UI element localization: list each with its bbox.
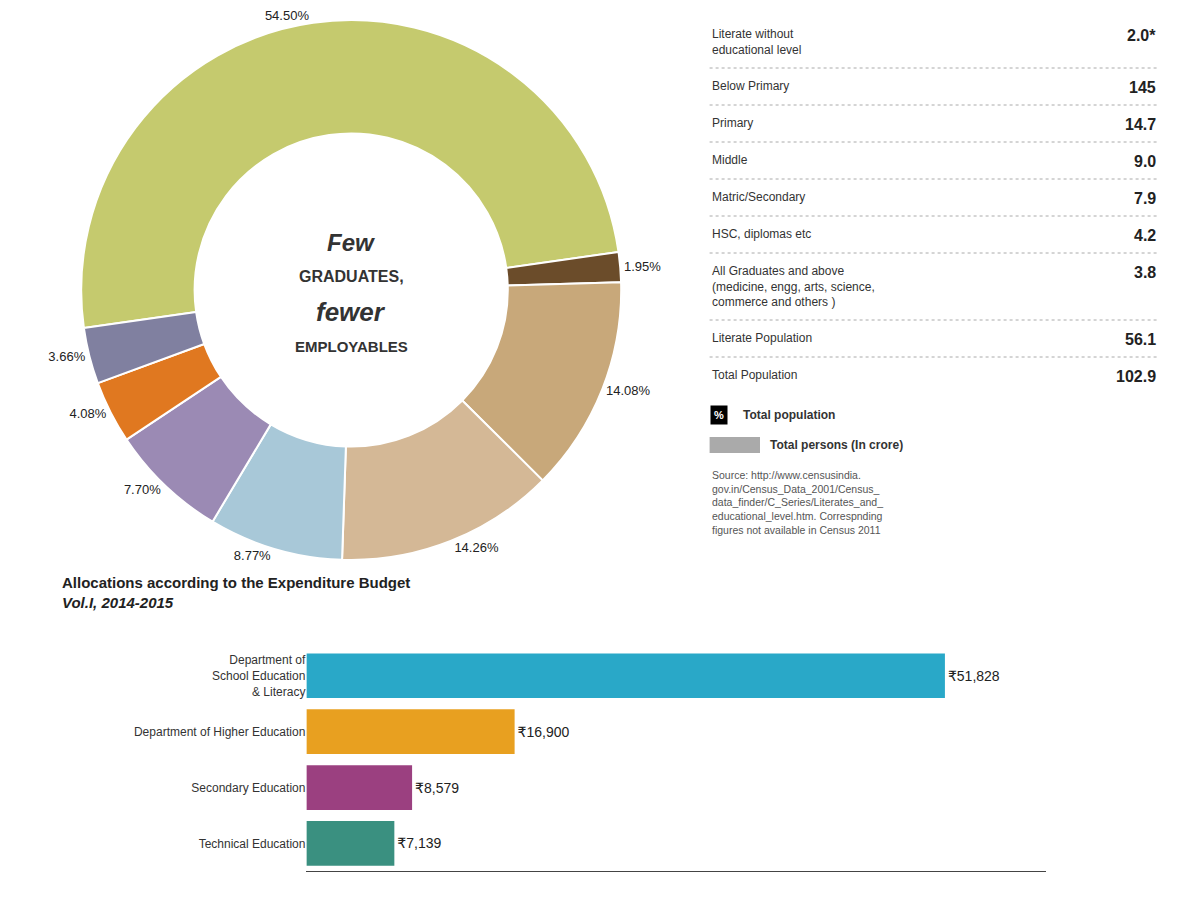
- svg-text:Allocations according to the E: Allocations according to the Expenditure…: [62, 574, 410, 611]
- svg-text:₹16,900: ₹16,900: [518, 724, 570, 740]
- svg-text:4.08%: 4.08%: [69, 406, 106, 421]
- svg-text:Total persons (In crore): Total persons (In crore): [770, 438, 903, 452]
- svg-text:Source: http://www.censusindia: Source: http://www.censusindia.gov.in/Ce…: [712, 469, 883, 536]
- svg-text:14.7: 14.7: [1125, 116, 1156, 133]
- svg-text:56.1: 56.1: [1125, 331, 1156, 348]
- svg-text:Total population: Total population: [743, 408, 835, 422]
- svg-text:14.08%: 14.08%: [606, 383, 651, 398]
- svg-text:Below Primary: Below Primary: [712, 79, 789, 93]
- svg-text:145: 145: [1129, 79, 1156, 96]
- svg-text:Literate Population: Literate Population: [712, 331, 812, 345]
- svg-text:Literate withouteducational le: Literate withouteducational level: [712, 27, 801, 57]
- svg-text:fewer: fewer: [316, 297, 386, 327]
- svg-text:4.2: 4.2: [1134, 227, 1156, 244]
- svg-text:1.95%: 1.95%: [624, 259, 661, 274]
- svg-text:54.50%: 54.50%: [265, 8, 310, 23]
- svg-text:7.70%: 7.70%: [124, 482, 161, 497]
- svg-text:HSC, diplomas etc: HSC, diplomas etc: [712, 227, 811, 241]
- svg-text:9.0: 9.0: [1134, 153, 1156, 170]
- svg-text:GRADUATES,: GRADUATES,: [299, 268, 404, 285]
- svg-text:14.26%: 14.26%: [454, 540, 499, 555]
- svg-text:All Graduates and above(medici: All Graduates and above(medicine, engg, …: [712, 264, 875, 309]
- svg-text:3.66%: 3.66%: [48, 349, 85, 364]
- svg-text:3.8: 3.8: [1134, 264, 1156, 281]
- svg-text:₹8,579: ₹8,579: [415, 780, 459, 796]
- svg-text:7.9: 7.9: [1134, 190, 1156, 207]
- svg-text:Department of Higher Education: Department of Higher Education: [134, 725, 305, 739]
- svg-text:Middle: Middle: [712, 153, 748, 167]
- svg-text:Technical Education: Technical Education: [199, 837, 306, 851]
- svg-text:₹7,139: ₹7,139: [397, 835, 441, 851]
- svg-text:Matric/Secondary: Matric/Secondary: [712, 190, 805, 204]
- svg-text:Department ofSchool Education&: Department ofSchool Education& Literacy: [212, 653, 306, 698]
- svg-text:2.0*: 2.0*: [1127, 27, 1156, 44]
- svg-text:Few: Few: [327, 229, 375, 256]
- svg-text:Primary: Primary: [712, 116, 753, 130]
- svg-text:%: %: [714, 409, 724, 421]
- svg-text:EMPLOYABLES: EMPLOYABLES: [295, 338, 408, 355]
- svg-text:8.77%: 8.77%: [234, 548, 271, 563]
- svg-text:Total Population: Total Population: [712, 368, 797, 382]
- svg-text:102.9: 102.9: [1116, 368, 1156, 385]
- svg-text:₹51,828: ₹51,828: [948, 668, 1000, 684]
- svg-text:Secondary Education: Secondary Education: [191, 781, 305, 795]
